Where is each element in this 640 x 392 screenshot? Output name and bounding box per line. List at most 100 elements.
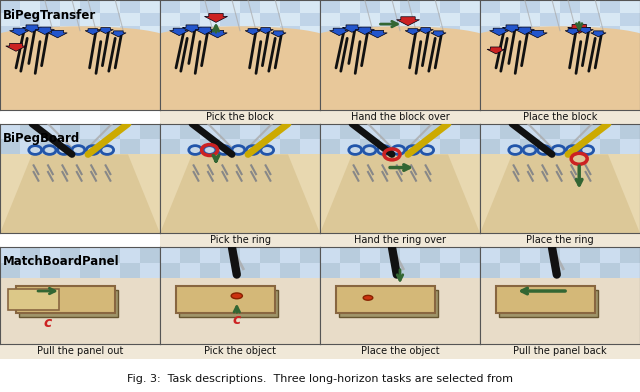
Bar [380,25,400,38]
Bar [300,247,320,263]
Bar [140,13,160,25]
Bar [580,0,600,13]
Bar [220,13,240,25]
Bar [0,124,20,139]
Bar [0,247,20,263]
Bar [200,0,220,13]
Polygon shape [6,44,26,51]
Bar [320,38,480,109]
Bar [320,247,340,263]
Bar [600,263,620,278]
Bar [20,0,40,13]
Bar [300,25,320,38]
Bar [180,25,200,38]
Text: Place the block: Place the block [523,112,597,122]
Bar [20,13,40,25]
Bar [440,247,460,263]
Bar [320,124,340,139]
Bar [60,247,80,263]
Circle shape [31,147,39,153]
Bar [480,278,640,344]
Bar [400,139,420,154]
Text: c: c [233,313,241,327]
Bar [580,25,600,38]
Bar [540,0,560,13]
Circle shape [89,147,97,153]
Text: Pick the block: Pick the block [206,112,274,122]
Bar [0,278,160,344]
Polygon shape [568,24,591,33]
Bar [480,0,500,13]
Bar [0,38,160,109]
Bar [400,263,420,278]
Bar [40,124,60,139]
Bar [520,247,540,263]
Bar [600,25,620,38]
Bar [320,154,480,233]
Polygon shape [111,31,126,37]
Bar [460,25,480,38]
Circle shape [554,147,563,153]
Text: Pick the ring: Pick the ring [209,235,271,245]
Bar [0,154,160,233]
Bar [440,13,460,25]
Bar [480,38,640,109]
Bar [620,124,640,139]
Polygon shape [98,27,113,33]
Bar [179,290,278,317]
Circle shape [234,147,243,153]
Bar [180,263,200,278]
Text: Pick the object: Pick the object [204,347,276,356]
Bar [580,263,600,278]
Bar [240,139,260,154]
Bar [580,247,600,263]
Polygon shape [355,27,374,34]
Bar [180,139,200,154]
Bar [160,154,320,233]
Bar [520,0,540,13]
Bar [380,263,400,278]
Ellipse shape [0,26,168,51]
Text: MatchBoardPanel: MatchBoardPanel [3,255,120,268]
Bar [80,124,100,139]
Bar [220,124,240,139]
Bar [220,139,240,154]
Polygon shape [245,29,260,34]
Bar [180,13,200,25]
Bar [360,263,380,278]
Circle shape [583,147,591,153]
Bar [40,25,60,38]
Bar [100,0,120,13]
Bar [20,124,40,139]
Ellipse shape [312,26,488,51]
Bar [16,286,115,313]
Bar [320,263,340,278]
Bar [120,13,140,25]
Bar [120,0,140,13]
Polygon shape [528,31,547,38]
Bar [280,13,300,25]
Bar [440,263,460,278]
Text: BiPegBoard: BiPegBoard [3,132,81,145]
Bar [260,13,280,25]
Polygon shape [490,28,509,36]
Bar [240,25,260,38]
Bar [380,13,400,25]
Bar [80,247,100,263]
Polygon shape [182,25,202,32]
Bar [500,13,520,25]
Circle shape [45,147,54,153]
Polygon shape [480,154,640,233]
Bar [240,0,260,13]
Bar [200,124,220,139]
Bar [520,124,540,139]
Circle shape [540,147,548,153]
Bar [160,25,180,38]
Bar [160,124,180,139]
Bar [160,247,180,263]
Bar [600,13,620,25]
Bar [0,263,20,278]
Bar [500,263,520,278]
Bar [140,247,160,263]
Bar [200,25,220,38]
